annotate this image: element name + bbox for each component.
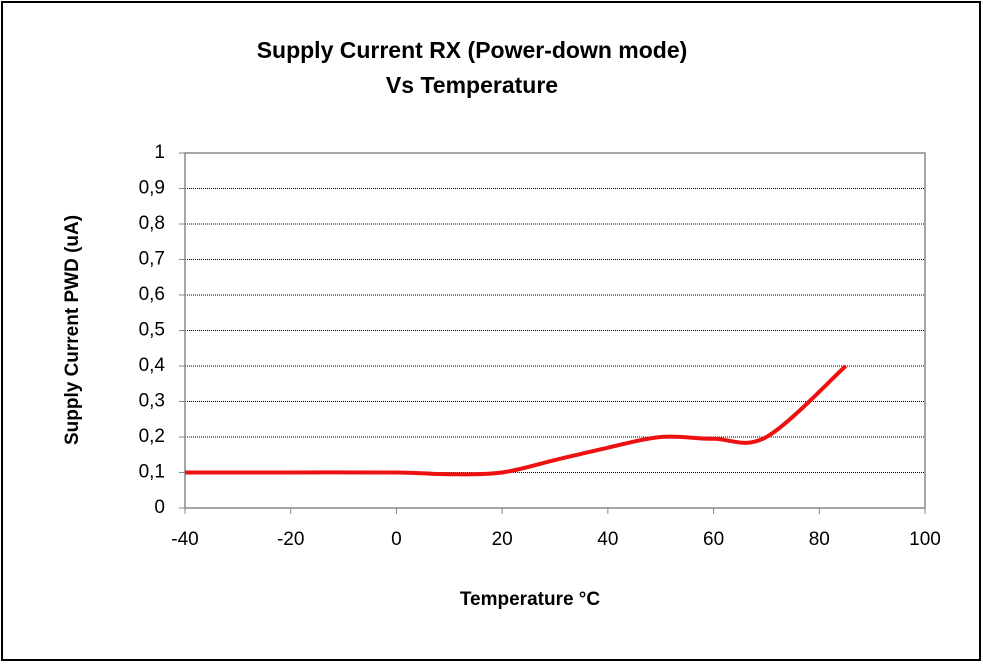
x-tick-label: 20	[492, 529, 513, 550]
x-axis-label: Temperature °C	[460, 589, 601, 610]
y-tick-label: 0,5	[139, 320, 165, 341]
chart-title: Supply Current RX (Power-down mode)	[257, 37, 688, 63]
x-tick-label: 80	[809, 529, 830, 550]
y-tick-label: 0,1	[139, 462, 165, 483]
y-tick-label: 0,8	[139, 213, 165, 234]
y-tick-label: 0,2	[139, 426, 165, 447]
x-tick-label: 40	[597, 529, 618, 550]
plot-area	[184, 152, 926, 509]
y-tick-label: 0	[154, 497, 165, 518]
x-tick-label: 60	[703, 529, 724, 550]
x-tick-label: -40	[171, 529, 198, 550]
y-tick-label: 0,4	[139, 355, 166, 376]
chart-title: Vs Temperature	[386, 72, 558, 98]
x-tick-label: 100	[909, 529, 941, 550]
y-tick-label: 0,9	[139, 178, 165, 199]
data-line	[184, 364, 848, 477]
x-tick-label: 0	[391, 529, 402, 550]
x-tick-label: -20	[277, 529, 304, 550]
y-tick-label: 1	[154, 142, 165, 163]
y-tick-label: 0,6	[139, 284, 165, 305]
y-tick-label: 0,3	[139, 391, 165, 412]
y-axis-label: Supply Current PWD (uA)	[62, 215, 83, 445]
y-tick-label: 0,7	[139, 249, 165, 270]
